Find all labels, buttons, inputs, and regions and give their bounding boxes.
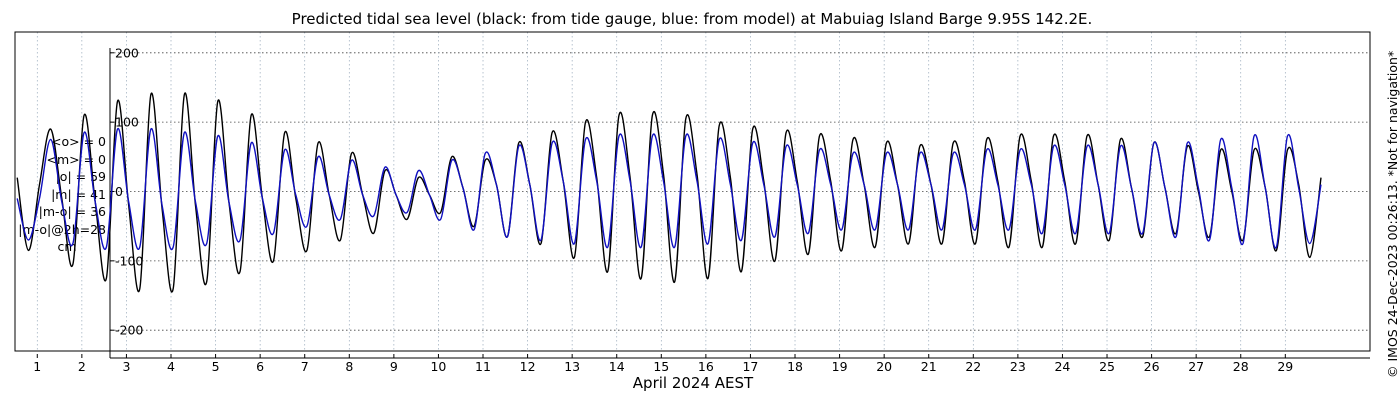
- y-tick-label: 100: [115, 115, 139, 130]
- x-tick-label: 14: [609, 359, 625, 374]
- x-tick-label: 2: [78, 359, 86, 374]
- x-tick-label: 6: [256, 359, 264, 374]
- copyright-notice: © IMOS 24-Dec-2023 00:26:13. *Not for na…: [1385, 50, 1400, 378]
- stat-abs-diff: |m-o| = 36: [38, 204, 106, 219]
- x-tick-label: 19: [832, 359, 848, 374]
- stat-abs-diff-2h: |m-o|@2h=28: [18, 221, 106, 237]
- grid-lines: [36, 32, 1370, 351]
- plot-area-frame: [14, 31, 1371, 352]
- y-tick-label: -100: [115, 253, 143, 268]
- x-tick-label: 26: [1144, 359, 1160, 374]
- x-tick-label: 5: [212, 359, 220, 374]
- x-tick-label: 8: [345, 359, 353, 374]
- x-tick-label: 3: [122, 359, 130, 374]
- x-tick-label: 27: [1188, 359, 1204, 374]
- x-tick-label: 11: [475, 359, 491, 374]
- x-tick-label: 1: [33, 359, 41, 374]
- y-axis: -200 -100 0 100 200: [109, 45, 143, 358]
- x-tick-label: 29: [1277, 359, 1293, 374]
- x-tick-label: 23: [1010, 359, 1026, 374]
- x-tick-label: 17: [742, 359, 758, 374]
- x-tick-label: 28: [1233, 359, 1249, 374]
- tide-gauge-series-line: [16, 92, 1322, 293]
- data-series: [16, 92, 1322, 293]
- x-tick-label: 4: [167, 359, 175, 374]
- x-tick-label: 21: [921, 359, 937, 374]
- x-tick-label: 12: [520, 359, 536, 374]
- x-tick-label: 16: [698, 359, 714, 374]
- model-series-line: [16, 128, 1322, 251]
- x-tick-label: 18: [787, 359, 803, 374]
- x-tick-label: 9: [390, 359, 398, 374]
- x-axis-label: April 2024 AEST: [632, 374, 754, 392]
- x-tick-label: 22: [965, 359, 981, 374]
- chart-title: Predicted tidal sea level (black: from t…: [291, 10, 1093, 28]
- x-tick-label: 13: [564, 359, 580, 374]
- y-tick-label: -200: [115, 323, 143, 338]
- x-tick-label: 15: [653, 359, 669, 374]
- x-tick-label: 25: [1099, 359, 1115, 374]
- x-axis: 1 2 3 4 5 6 7 8 9 10 11 12 13 14 15 16 17 18 19 20 21 22 23 24 2…: [33, 354, 1370, 374]
- x-tick-label: 7: [301, 359, 309, 374]
- y-tick-label: 200: [115, 45, 139, 60]
- y-tick-label: 0: [115, 184, 123, 199]
- stat-mean-observed: <o> = 0: [51, 134, 106, 149]
- x-tick-label: 20: [876, 359, 892, 374]
- x-tick-label: 24: [1054, 359, 1070, 374]
- x-tick-label: 10: [430, 359, 446, 374]
- statistics-panel: <o> = 0 <m> = 0 |o| = 59 |m| = 41 |m-o| …: [6, 133, 106, 256]
